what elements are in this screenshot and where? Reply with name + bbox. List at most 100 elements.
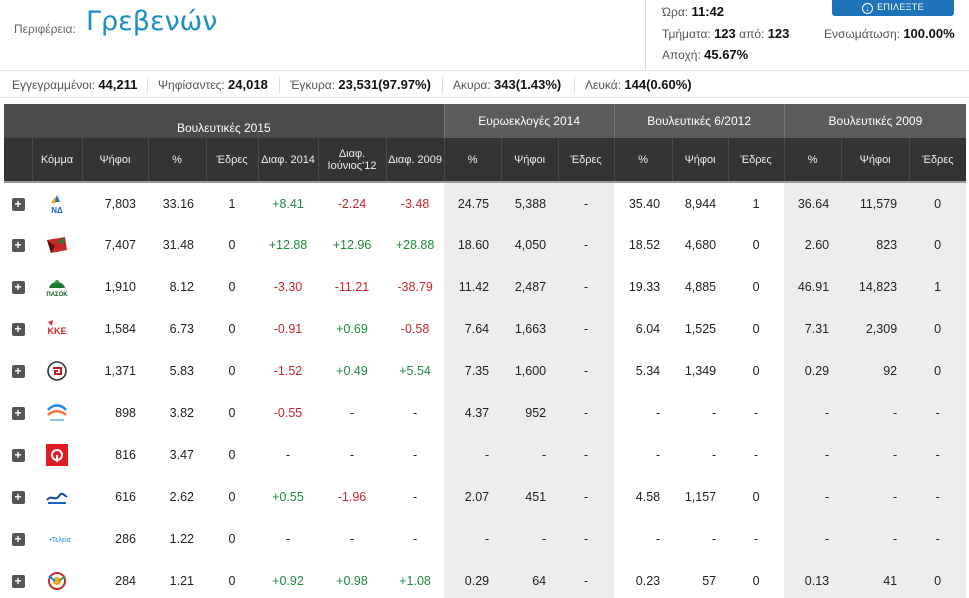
expand-cell: + xyxy=(4,308,32,350)
registered-value: 44,211 xyxy=(98,77,138,92)
cell-pct: 2.62 xyxy=(169,490,194,504)
cell-e14-votes: - xyxy=(501,434,559,476)
expand-plus-icon[interactable]: + xyxy=(11,239,25,252)
abstention-info: Αποχή: 45.67% xyxy=(662,47,748,62)
invalid-stat: Ακυρα: 343(1.43%) xyxy=(453,77,561,92)
results-table: Βουλευτικές 2015 Ευρωεκλογές 2014 Βουλευ… xyxy=(4,104,967,598)
cell-votes: 1,910 xyxy=(104,280,136,294)
cell-d09: - xyxy=(412,406,418,420)
invalid-value: 343(1.43%) xyxy=(494,77,562,92)
arrow-down-circle-icon: ↓ xyxy=(862,3,874,14)
valid-label: Έγκυρα: xyxy=(290,78,336,92)
group-header-row: Βουλευτικές 2015 Ευρωεκλογές 2014 Βουλευ… xyxy=(4,104,967,138)
expand-plus-icon[interactable]: + xyxy=(11,281,25,294)
cell-v09-pct: 2.60 xyxy=(784,224,842,266)
table-row: +284 1.21 0 +0.92 +0.98 +1.08 0.29 64- 0.23 57 0 0.… xyxy=(4,560,967,598)
cell-seats: 0 xyxy=(228,532,236,546)
cell-d14: - xyxy=(285,448,291,462)
vote-summary: Εγγεγραμμένοι: 44,211 Ψηφίσαντες: 24,018… xyxy=(0,70,969,98)
cell-pct: 1.22 xyxy=(169,532,194,546)
expand-cell: + xyxy=(4,224,32,266)
cell-v09-seats: - xyxy=(909,434,967,476)
group-header-2012: Βουλευτικές 6/2012 xyxy=(613,104,785,138)
cell-v12-pct: - xyxy=(655,448,661,462)
cell-e14-seats: - xyxy=(558,181,615,224)
cell-v12-votes: 1,349 xyxy=(684,364,717,378)
cell-v09-votes: - xyxy=(841,434,910,476)
col-header-party: Κόμμα xyxy=(31,138,82,182)
party-cell xyxy=(32,224,82,266)
cell-seats: 0 xyxy=(228,322,236,336)
expand-plus-icon[interactable]: + xyxy=(11,197,25,211)
party-cell: •Τελεία xyxy=(32,518,82,560)
abstention-value: 45.67% xyxy=(704,47,749,62)
expand-plus-icon[interactable]: + xyxy=(11,449,25,462)
cell-v09-seats: 0 xyxy=(909,224,967,266)
nd-logo-text: ΝΔ xyxy=(51,206,63,215)
table-row: +7,407 31.48 0 +12.88 +12.96 +28.88 18.60 4,050… xyxy=(4,224,967,266)
cell-pct: 33.16 xyxy=(148,181,206,224)
cell-e14-pct: - xyxy=(444,434,502,476)
cell-v09-pct: 7.31 xyxy=(784,308,842,350)
party-cell: ΚΚΕ xyxy=(32,308,82,350)
expand-cell: + xyxy=(4,350,32,392)
select-region-button[interactable]: ↓ ΕΠΙΛΕΞΤΕ ΠΕΡΙΦΕΡΕΙΑ xyxy=(832,0,954,30)
cell-e14-seats: - xyxy=(558,308,615,350)
col-header-v12-pct: % xyxy=(613,138,673,182)
expand-plus-icon[interactable]: + xyxy=(11,575,25,588)
voted-stat: Ψηφίσαντες: 24,018 xyxy=(158,77,268,92)
cell-v12-seats: 1 xyxy=(728,181,785,224)
cell-v12-pct: 18.52 xyxy=(628,238,661,252)
cell-d12: -2.24 xyxy=(318,181,386,224)
cell-d09: +1.08 xyxy=(399,574,431,588)
cell-pct: 3.47 xyxy=(169,448,194,462)
group-header-euro-2014: Ευρωεκλογές 2014 xyxy=(443,104,615,138)
cell-v12-votes: - xyxy=(711,448,717,462)
cell-v09-votes: 41 xyxy=(841,560,910,598)
col-header-diff-june12: Διαφ. Ιούνιος'12 xyxy=(317,138,386,182)
cell-e14-seats: - xyxy=(558,476,615,518)
voted-label: Ψηφίσαντες: xyxy=(158,78,225,92)
cell-d09: -3.48 xyxy=(386,181,445,224)
cell-v12-seats: - xyxy=(754,448,759,462)
cell-seats: 0 xyxy=(228,448,236,462)
cell-v09-pct: - xyxy=(784,392,842,434)
cell-d14: -3.30 xyxy=(273,280,303,294)
cell-e14-pct: 0.29 xyxy=(444,560,502,598)
col-header-v12-votes: Ψήφοι xyxy=(671,138,729,182)
col-header-v12-seats: Έδρες xyxy=(727,138,785,182)
cell-d09: -0.58 xyxy=(400,322,430,336)
divider xyxy=(442,77,443,93)
expand-plus-icon[interactable]: + xyxy=(11,407,25,420)
col-header-e14-votes: Ψήφοι xyxy=(500,138,559,182)
cell-v09-votes: - xyxy=(841,518,910,560)
cell-e14-seats: - xyxy=(558,224,615,266)
cell-v12-seats: - xyxy=(754,406,759,420)
expand-plus-icon[interactable]: + xyxy=(11,365,25,378)
cell-v09-pct: 46.91 xyxy=(784,266,842,308)
cell-e14-votes: 2,487 xyxy=(501,266,559,308)
cell-v09-seats: 1 xyxy=(909,266,967,308)
column-header-row: Κόμμα Ψήφοι % Έδρες Διαφ. 2014 Διαφ. Ιού… xyxy=(4,138,967,182)
sections-label: Τμήματα: xyxy=(662,27,711,41)
divider xyxy=(574,77,575,93)
syriza-logo xyxy=(45,234,69,256)
blank-stat: Λευκά: 144(0.60%) xyxy=(585,77,692,92)
expand-cell: + xyxy=(4,434,32,476)
party-cell xyxy=(32,476,82,518)
expand-plus-icon[interactable]: + xyxy=(11,491,25,504)
integration-value: 100.00% xyxy=(903,26,955,41)
cell-d09: - xyxy=(412,490,418,504)
expand-plus-icon[interactable]: + xyxy=(11,533,25,546)
region-name: Γρεβενών xyxy=(86,6,218,37)
col-header-pct: % xyxy=(147,138,206,182)
cell-v12-pct: 6.04 xyxy=(635,322,661,336)
pasok-logo: ΠΑΣΟΚ xyxy=(45,276,69,298)
cell-e14-votes: 64 xyxy=(501,560,559,598)
cell-pct: 3.82 xyxy=(169,406,194,420)
col-header-expand xyxy=(4,138,32,182)
cell-e14-votes: 1,600 xyxy=(501,350,559,392)
expand-plus-icon[interactable]: + xyxy=(11,323,25,336)
cell-v09-pct: - xyxy=(784,476,842,518)
cell-v09-pct: 36.64 xyxy=(784,181,842,224)
